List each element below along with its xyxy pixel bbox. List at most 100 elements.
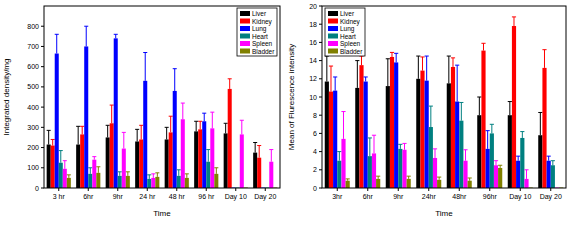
- error-bar: [126, 172, 130, 176]
- error-line: [448, 56, 449, 83]
- error-cap: [84, 26, 88, 27]
- bar: [63, 169, 67, 188]
- y-tick-label: 14: [309, 57, 317, 64]
- error-line: [335, 77, 336, 91]
- x-tick-label: 96hr: [483, 193, 498, 200]
- error-bar: [59, 151, 63, 163]
- error-cap: [498, 165, 502, 166]
- error-bar: [47, 130, 51, 144]
- error-line: [86, 26, 87, 46]
- x-tick-label: Day 10: [225, 193, 247, 201]
- y-tick-label: 0: [35, 185, 39, 192]
- error-line: [200, 121, 201, 129]
- error-cap: [341, 111, 345, 112]
- error-bar: [490, 124, 494, 133]
- error-bar: [547, 156, 551, 161]
- error-cap: [447, 56, 451, 57]
- error-line: [149, 175, 150, 179]
- bar: [181, 119, 185, 188]
- bar: [177, 176, 181, 188]
- bar: [447, 83, 451, 188]
- error-line: [422, 57, 423, 71]
- y-tick-label: 500: [27, 83, 39, 90]
- bar: [325, 82, 329, 188]
- error-line: [157, 173, 158, 177]
- error-bar: [463, 150, 467, 161]
- error-cap: [228, 78, 232, 79]
- error-bar: [257, 146, 261, 158]
- error-bar: [173, 69, 177, 91]
- y-tick: [41, 86, 44, 87]
- y-tick: [41, 147, 44, 148]
- bar: [490, 133, 494, 188]
- bar: [355, 88, 359, 188]
- bar: [110, 123, 114, 188]
- bar: [165, 139, 169, 188]
- error-line: [52, 139, 53, 145]
- error-bar: [402, 143, 406, 149]
- error-bar: [355, 61, 359, 88]
- x-tick: [520, 188, 521, 191]
- y-tick-label: 8: [313, 112, 317, 119]
- error-cap: [333, 76, 337, 77]
- bar: [194, 131, 198, 188]
- error-bar: [80, 126, 84, 134]
- y-tick: [41, 188, 44, 189]
- legend-swatch: [240, 11, 250, 16]
- x-tick: [337, 188, 338, 191]
- error-bar: [477, 97, 481, 115]
- x-axis-label: Time: [435, 209, 453, 218]
- error-bar: [524, 170, 528, 179]
- error-bar: [122, 132, 126, 148]
- error-bar: [386, 59, 390, 86]
- legend-box: [237, 8, 277, 56]
- bar: [269, 162, 273, 188]
- error-line: [137, 129, 138, 141]
- legend-swatch: [240, 41, 250, 46]
- bar: [329, 92, 333, 188]
- x-tick-label: 9hr: [393, 193, 404, 200]
- error-line: [115, 34, 116, 38]
- error-bar: [337, 152, 341, 161]
- error-bar: [88, 168, 92, 174]
- error-bar: [325, 56, 329, 81]
- error-cap: [398, 144, 402, 145]
- error-line: [90, 168, 91, 174]
- bar: [451, 67, 455, 188]
- y-tick: [41, 26, 44, 27]
- legend: LiverKidneyLungHeartSpleenBladder: [237, 8, 277, 56]
- bar: [516, 161, 520, 188]
- error-bar: [429, 106, 433, 127]
- x-tick: [398, 188, 399, 191]
- y-tick-label: 20: [309, 3, 317, 10]
- bar: [433, 158, 437, 188]
- error-bar: [92, 157, 96, 160]
- error-bar: [194, 121, 198, 131]
- error-bar: [110, 105, 114, 123]
- error-line: [357, 61, 358, 88]
- bar: [88, 174, 92, 188]
- error-bar: [516, 156, 520, 161]
- error-cap: [355, 60, 359, 61]
- bar: [498, 168, 502, 188]
- bar: [47, 145, 51, 188]
- x-tick: [459, 188, 460, 191]
- bar: [96, 173, 100, 188]
- bar: [118, 176, 122, 188]
- error-cap: [177, 169, 181, 170]
- error-line: [259, 146, 260, 158]
- error-line: [182, 103, 183, 119]
- y-tick-label: 12: [309, 75, 317, 82]
- error-cap: [376, 176, 380, 177]
- error-line: [339, 152, 340, 161]
- legend-label: Bladder: [340, 48, 363, 55]
- error-bar: [459, 102, 463, 120]
- y-axis-label: Mean of Flurescence intensity: [287, 44, 296, 150]
- error-bar: [498, 165, 502, 168]
- error-bar: [214, 168, 218, 174]
- bar: [407, 179, 411, 188]
- error-line: [513, 17, 514, 26]
- y-tick: [319, 115, 322, 116]
- error-line: [107, 125, 108, 137]
- y-tick-label: 4: [313, 148, 317, 155]
